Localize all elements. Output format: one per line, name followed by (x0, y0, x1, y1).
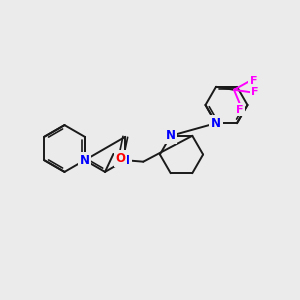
Text: N: N (211, 117, 221, 130)
Text: N: N (120, 154, 130, 167)
Text: N: N (166, 129, 176, 142)
Text: F: F (250, 76, 257, 86)
Text: F: F (251, 87, 259, 97)
Text: F: F (236, 105, 244, 115)
Text: N: N (80, 154, 90, 167)
Text: O: O (116, 152, 126, 165)
